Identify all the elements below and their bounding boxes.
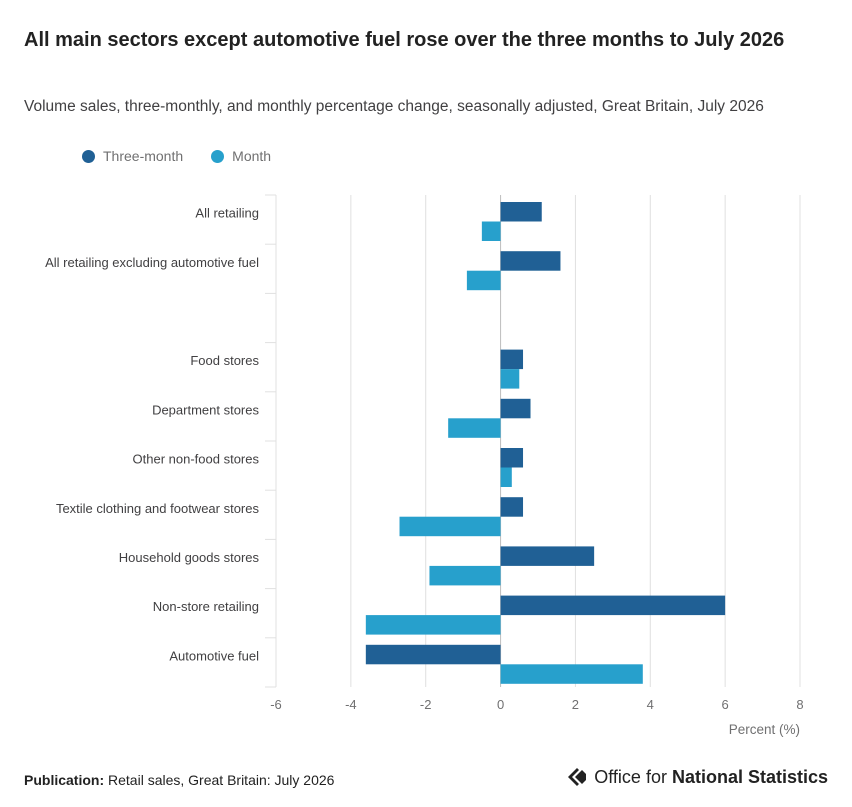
x-tick-label: 0 — [497, 697, 504, 712]
category-label: Non-store retailing — [153, 599, 259, 614]
category-label: Department stores — [152, 402, 259, 417]
bar-three-month — [365, 644, 501, 665]
category-label: Household goods stores — [119, 550, 260, 565]
bar-month — [466, 270, 501, 291]
bar-month — [500, 369, 520, 389]
chart-subtitle: Volume sales, three-monthly, and monthly… — [24, 98, 764, 115]
bar-three-month — [500, 546, 595, 566]
x-tick-label: 6 — [722, 697, 729, 712]
bar-three-month — [500, 349, 524, 370]
publication-text: Retail sales, Great Britain: July 2026 — [108, 772, 335, 788]
legend-label-month: Month — [232, 148, 272, 164]
bar-three-month — [500, 595, 726, 616]
x-tick-label: 2 — [572, 697, 579, 712]
bar-month — [500, 664, 643, 684]
bar-month — [448, 418, 501, 438]
x-tick-label: -2 — [420, 697, 432, 712]
legend-item-month: Month — [211, 148, 271, 164]
bar-three-month — [500, 202, 542, 222]
category-label: All retailing — [195, 206, 259, 221]
x-tick-label: -6 — [270, 697, 282, 712]
category-label: Automotive fuel — [169, 648, 259, 663]
x-tick-label: 4 — [647, 697, 654, 712]
bar-month — [500, 467, 512, 487]
bar-three-month — [500, 251, 561, 271]
ons-logo-icon — [568, 768, 587, 786]
legend-item-three-month: Three-month — [82, 148, 183, 164]
ons-logo[interactable]: Office for National Statistics — [566, 766, 828, 788]
bar-month — [481, 221, 501, 241]
bar-month — [399, 516, 501, 537]
ons-logo-text-regular: Office for — [594, 766, 667, 787]
publication-footer: Publication: Retail sales, Great Britain… — [24, 772, 334, 788]
legend-label-three-month: Three-month — [103, 148, 184, 164]
category-label: Other non-food stores — [133, 452, 260, 467]
category-label: Textile clothing and footwear stores — [56, 501, 260, 516]
legend-swatch-three-month — [82, 149, 95, 163]
bar-three-month — [500, 448, 524, 468]
category-label: Food stores — [190, 353, 259, 368]
ons-logo-text-bold: National Statistics — [671, 766, 828, 787]
bar-three-month — [500, 497, 524, 517]
chart-legend: Three-month Month — [82, 148, 299, 164]
x-tick-label: -4 — [345, 697, 357, 712]
bar-month — [365, 615, 501, 635]
bar-three-month — [500, 398, 531, 419]
publication-label: Publication: — [24, 772, 105, 788]
category-label: All retailing excluding automotive fuel — [45, 255, 259, 270]
x-tick-label: 8 — [796, 697, 803, 712]
legend-swatch-month — [211, 149, 225, 163]
chart-title: All main sectors except automotive fuel … — [24, 29, 785, 51]
bar-month — [429, 565, 501, 586]
x-axis-label: Percent (%) — [729, 722, 800, 737]
